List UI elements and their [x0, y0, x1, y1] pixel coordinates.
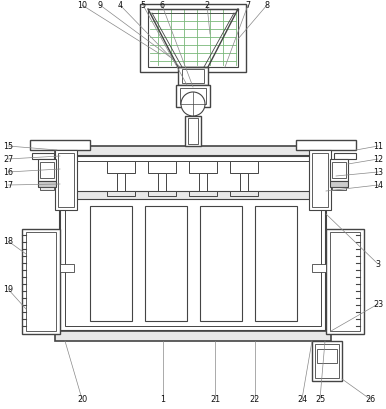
Text: 26: 26	[365, 395, 375, 404]
Text: 14: 14	[373, 181, 383, 190]
Text: 1: 1	[161, 395, 166, 404]
Text: 13: 13	[373, 168, 383, 177]
Bar	[55, 147, 331, 157]
Bar	[309, 151, 331, 211]
Text: 3: 3	[376, 260, 381, 269]
Text: 27: 27	[3, 155, 13, 164]
Text: 11: 11	[373, 142, 383, 151]
Text: 22: 22	[250, 395, 260, 404]
Bar	[38, 160, 56, 182]
Bar	[199, 173, 207, 191]
Bar	[332, 163, 346, 179]
Text: 24: 24	[297, 395, 307, 404]
Bar	[26, 232, 56, 331]
Text: 16: 16	[3, 168, 13, 177]
Text: 2: 2	[205, 2, 210, 11]
Bar	[330, 182, 348, 188]
Bar	[60, 264, 74, 272]
Bar	[312, 341, 342, 381]
Text: 4: 4	[117, 2, 122, 11]
Bar	[65, 162, 321, 326]
Text: 15: 15	[3, 142, 13, 151]
Bar	[189, 162, 217, 173]
Text: 23: 23	[373, 300, 383, 309]
Text: 18: 18	[3, 237, 13, 246]
Bar	[185, 117, 201, 147]
Bar	[330, 160, 348, 182]
Bar	[107, 191, 135, 196]
Text: 25: 25	[315, 395, 325, 404]
Bar	[180, 89, 206, 105]
Text: 20: 20	[77, 395, 87, 404]
Text: 6: 6	[159, 2, 164, 11]
Bar	[65, 191, 321, 200]
Bar	[158, 173, 166, 191]
Circle shape	[181, 93, 205, 117]
Bar	[315, 344, 339, 378]
Bar	[188, 119, 198, 145]
Bar	[330, 232, 360, 331]
Bar	[296, 141, 356, 151]
Bar	[30, 141, 90, 151]
Bar	[58, 154, 74, 207]
Bar	[107, 162, 135, 173]
Bar	[312, 264, 326, 272]
Text: 8: 8	[264, 2, 269, 11]
Text: 9: 9	[97, 2, 103, 11]
Bar	[334, 154, 356, 160]
Text: 12: 12	[373, 155, 383, 164]
Bar	[326, 229, 364, 334]
Text: 5: 5	[141, 2, 146, 11]
Bar	[332, 188, 346, 191]
Bar	[312, 154, 328, 207]
Bar	[317, 349, 337, 363]
Text: 10: 10	[77, 2, 87, 11]
Bar	[145, 207, 187, 321]
Bar	[189, 191, 217, 196]
Text: 7: 7	[245, 2, 251, 11]
Bar	[22, 229, 60, 334]
Bar	[32, 154, 54, 160]
Bar	[178, 68, 208, 86]
Bar	[200, 207, 242, 321]
Text: 21: 21	[210, 395, 220, 404]
Bar	[40, 163, 54, 179]
Text: 19: 19	[3, 285, 13, 294]
Bar	[55, 331, 331, 341]
Bar	[38, 182, 56, 188]
Bar	[140, 5, 246, 73]
Bar	[148, 191, 176, 196]
Bar	[182, 70, 204, 84]
Bar	[40, 188, 54, 191]
Bar	[148, 10, 238, 68]
Bar	[60, 157, 326, 331]
Bar	[148, 162, 176, 173]
Bar	[255, 207, 297, 321]
Bar	[230, 191, 258, 196]
Bar	[230, 162, 258, 173]
Bar	[117, 173, 125, 191]
Bar	[240, 173, 248, 191]
Bar	[55, 151, 77, 211]
Text: 17: 17	[3, 181, 13, 190]
Bar	[90, 207, 132, 321]
Bar	[176, 86, 210, 108]
